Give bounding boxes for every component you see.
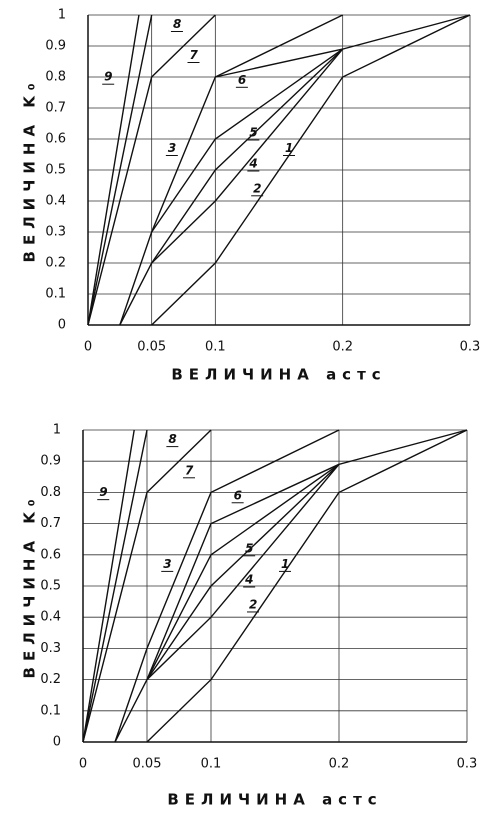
series-label: 6 (238, 73, 246, 87)
series-label: 5 (249, 126, 257, 140)
series-label: 8 (168, 432, 176, 446)
y-tick-label: 0.2 (40, 672, 61, 687)
series-label: 2 (249, 597, 257, 611)
series-line (151, 14, 471, 326)
series-label: 5 (245, 541, 253, 555)
y-tick-label: 0.8 (40, 485, 61, 500)
series-label: 8 (173, 17, 181, 31)
x-tick-label: 0.3 (457, 757, 478, 772)
series-label: 4 (244, 573, 253, 587)
series-line (82, 429, 148, 743)
y-tick-label: 0.3 (45, 225, 66, 240)
x-tick-label: 0.3 (460, 340, 481, 355)
series-label: 7 (185, 463, 194, 477)
x-axis-title: ВЕЛИЧИНА aстс (171, 366, 386, 384)
series-line (119, 14, 471, 326)
series-label: 7 (190, 48, 199, 62)
y-tick-label: 0.2 (45, 256, 66, 271)
series-label: 3 (163, 557, 171, 571)
series-line (87, 14, 140, 326)
x-tick-label: 0 (84, 340, 92, 355)
y-tick-label: 0.8 (45, 70, 66, 85)
x-tick-label: 0 (79, 757, 87, 772)
y-tick-label: 0.1 (45, 287, 66, 302)
y-tick-label: 0.3 (40, 641, 61, 656)
series-label: 4 (248, 157, 257, 171)
series-line (146, 429, 468, 743)
y-tick-label: 0 (53, 735, 61, 750)
x-tick-label: 0.05 (137, 340, 166, 355)
y-tick-label: 0.5 (40, 579, 61, 594)
x-axis-title: ВЕЛИЧИНА aстс (167, 791, 382, 809)
y-tick-label: 0.7 (40, 516, 61, 531)
y-tick-label: 0 (58, 318, 66, 333)
y-axis-title: ВЕЛИЧИНА K₀ (21, 494, 39, 679)
series-line (87, 14, 216, 326)
y-tick-label: 0.9 (40, 454, 61, 469)
y-axis-title: ВЕЛИЧИНА K₀ (21, 78, 39, 263)
x-tick-label: 0.1 (205, 340, 226, 355)
series-line (114, 429, 468, 743)
series-label: 9 (99, 485, 107, 499)
y-tick-label: 0.6 (45, 132, 66, 147)
series-label: 6 (234, 488, 242, 502)
series-line (151, 48, 344, 264)
x-tick-label: 0.05 (133, 757, 162, 772)
series-line (215, 48, 343, 78)
series-label: 3 (168, 141, 176, 155)
y-tick-label: 0.4 (45, 194, 66, 209)
series-label: 1 (281, 557, 289, 571)
y-tick-label: 1 (53, 423, 61, 438)
x-tick-label: 0.1 (201, 757, 222, 772)
series-line (151, 48, 344, 233)
series-line (82, 429, 212, 743)
series-line (119, 14, 343, 326)
series-line (82, 429, 135, 743)
series-line (146, 463, 340, 680)
y-tick-label: 0.7 (45, 101, 66, 116)
series-line (114, 429, 340, 743)
series-line (146, 463, 340, 680)
series-line (146, 463, 340, 680)
x-tick-label: 0.2 (332, 340, 353, 355)
series-label: 9 (104, 70, 112, 84)
y-tick-label: 0.6 (40, 547, 61, 562)
y-tick-label: 0.1 (40, 703, 61, 718)
series-label: 2 (253, 181, 261, 195)
y-tick-label: 0.5 (45, 163, 66, 178)
x-tick-label: 0.2 (329, 757, 350, 772)
series-line (87, 14, 153, 326)
y-tick-label: 0.9 (45, 39, 66, 54)
series-label: 1 (285, 141, 293, 155)
y-tick-label: 1 (58, 8, 66, 23)
y-tick-label: 0.4 (40, 610, 61, 625)
